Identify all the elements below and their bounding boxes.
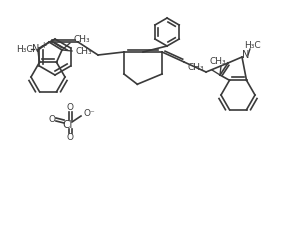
Text: O: O	[49, 115, 56, 124]
Text: CH₃: CH₃	[210, 56, 226, 65]
Text: O⁻: O⁻	[84, 108, 96, 117]
Text: N: N	[242, 50, 250, 60]
Text: H₃C: H₃C	[16, 45, 32, 54]
Text: H₃C: H₃C	[244, 40, 260, 50]
Text: CH₃: CH₃	[74, 36, 91, 45]
Text: +: +	[40, 41, 46, 50]
Text: CH₃: CH₃	[187, 63, 204, 72]
Text: O: O	[66, 133, 73, 142]
Text: CH₃: CH₃	[76, 47, 93, 56]
Text: N: N	[32, 44, 40, 54]
Text: O: O	[66, 103, 73, 112]
Text: Cl: Cl	[63, 120, 73, 130]
